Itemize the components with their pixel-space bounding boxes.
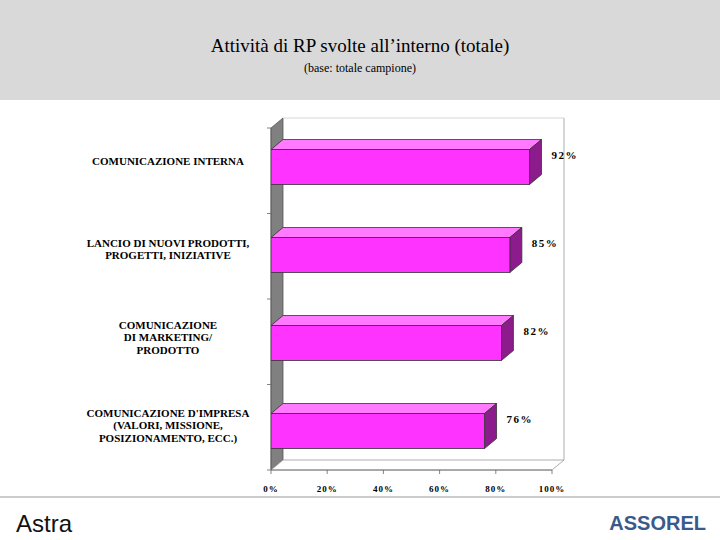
header-band: [0, 0, 720, 100]
category-tick: [267, 128, 271, 129]
category-label: COMUNICAZIONE INTERNA: [92, 155, 244, 167]
x-tick-label: 40%: [373, 484, 394, 494]
x-tick-label: 80%: [485, 484, 506, 494]
x-tick: [439, 470, 440, 474]
bar-side: [485, 404, 497, 449]
bars: [271, 140, 542, 449]
bar: [271, 414, 485, 449]
footer-rule: [0, 497, 720, 498]
plot-frame: [564, 118, 565, 460]
plot-frame: [283, 118, 564, 119]
category-label: LANCIO DI NUOVI PRODOTTI,PROGETTI, INIZI…: [87, 237, 250, 262]
subtitle: (base: totale campione): [304, 61, 416, 75]
x-tick: [495, 470, 496, 474]
bar-side: [530, 140, 542, 185]
x-tick-label: 20%: [317, 484, 338, 494]
bar-top: [271, 316, 513, 326]
bar-top: [271, 404, 497, 414]
bar-side: [501, 316, 513, 361]
category-tick: [267, 470, 271, 471]
data-label: 76%: [507, 413, 534, 425]
category-tick: [267, 299, 271, 300]
data-label: 82%: [523, 325, 550, 337]
bar: [271, 326, 501, 361]
bar-top: [271, 140, 542, 150]
title: Attività di RP svolte all’interno (total…: [211, 35, 510, 57]
bar: [271, 150, 530, 185]
chart: Attività di RP svolte all’interno (total…: [0, 0, 720, 540]
x-tick-label: 0%: [263, 484, 279, 494]
x-tick-label: 100%: [539, 484, 566, 494]
x-tick-label: 60%: [429, 484, 450, 494]
data-label: 92%: [552, 149, 579, 161]
logo-right: ASSOREL: [609, 512, 706, 534]
bar: [271, 238, 510, 273]
x-tick: [271, 470, 272, 474]
category-label: COMUNICAZIONE D'IMPRESA(VALORI, MISSIONE…: [87, 407, 250, 445]
x-tick: [552, 470, 553, 474]
bar-top: [271, 228, 522, 238]
category-tick: [267, 384, 271, 385]
x-axis: [271, 470, 552, 471]
x-tick: [383, 470, 384, 474]
logo-left: Astra: [16, 510, 73, 537]
bar-side: [510, 228, 522, 273]
x-tick: [327, 470, 328, 474]
category-tick: [267, 213, 271, 214]
data-label: 85%: [532, 237, 559, 249]
category-label: COMUNICAZIONEDI MARKETING/PRODOTTO: [119, 319, 217, 356]
floor: [271, 460, 564, 470]
